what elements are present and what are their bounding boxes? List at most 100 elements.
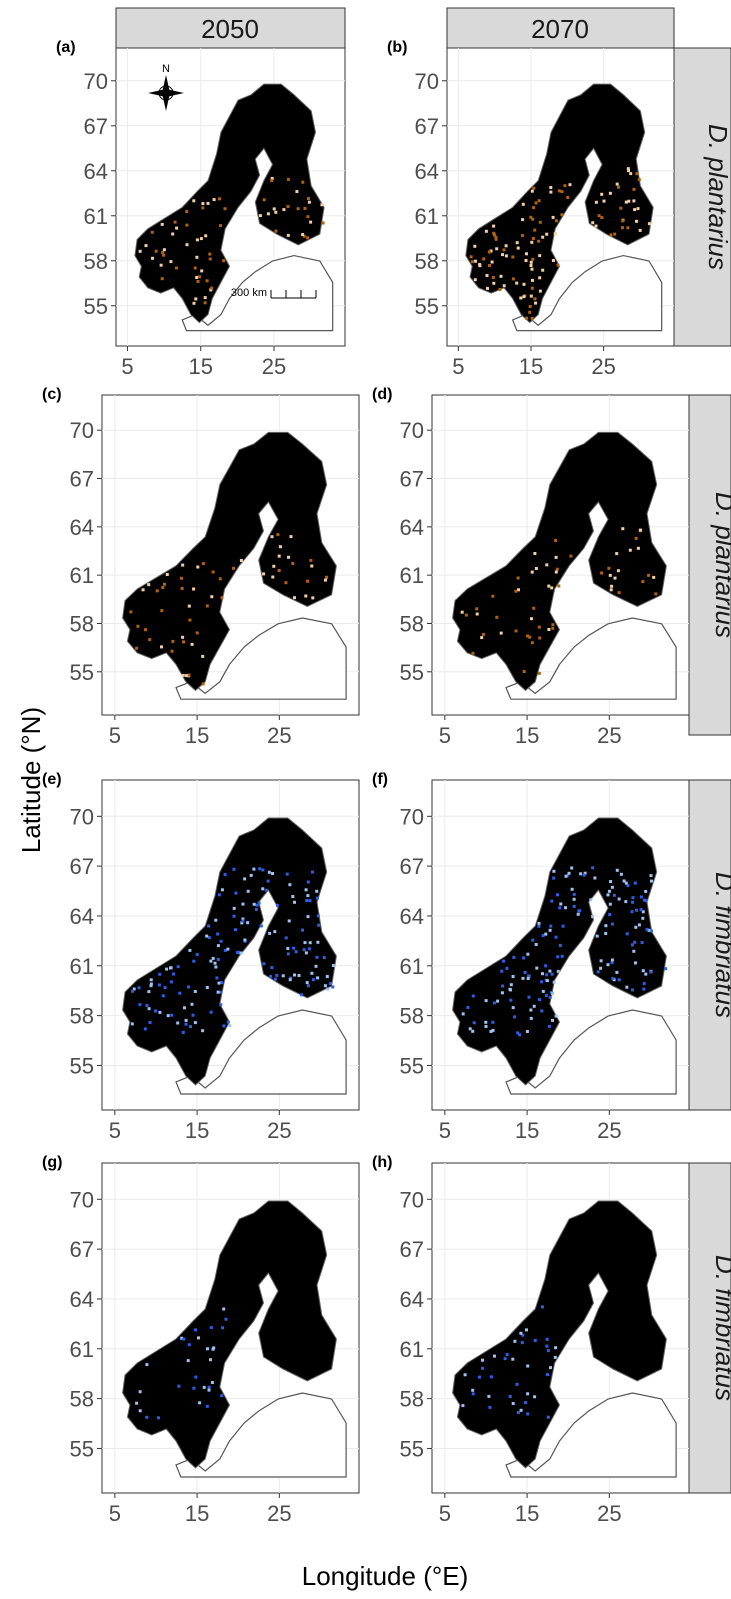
panel-tag: (b) — [387, 39, 407, 56]
lon-tick-label: 25 — [591, 354, 615, 379]
row-strip-2: D. plantarius — [688, 394, 731, 736]
x-axis-title: Longitude (°E) — [302, 1561, 469, 1591]
lat-tick-label: 67 — [84, 114, 108, 139]
lat-tick-label: 55 — [70, 1436, 94, 1461]
lat-tick-label: 64 — [415, 159, 439, 184]
suitability-overlay — [461, 866, 668, 1037]
panel-tag: (g) — [42, 1154, 62, 1171]
row-strip-label-3: D. fimbriatus — [710, 872, 731, 1018]
lat-tick-label: 70 — [70, 1187, 94, 1212]
lat-tick-label: 70 — [400, 804, 424, 829]
lat-tick-label: 55 — [415, 294, 439, 319]
north-arrow-icon: N — [148, 63, 184, 111]
panel-tag: (h) — [372, 1154, 392, 1171]
baltic-countries-outline — [505, 617, 677, 700]
lat-tick-label: 55 — [70, 660, 94, 685]
lat-tick-label: 55 — [400, 1053, 424, 1078]
lon-tick-label: 5 — [439, 1501, 451, 1526]
lon-tick-label: 15 — [185, 1118, 209, 1143]
lon-tick-label: 5 — [121, 354, 133, 379]
lon-tick-label: 25 — [267, 1118, 291, 1143]
lat-tick-label: 55 — [70, 1053, 94, 1078]
baltic-countries-outline — [175, 1009, 347, 1095]
panel-tag: (d) — [372, 386, 392, 403]
lon-tick-label: 15 — [515, 1118, 539, 1143]
lat-tick-label: 61 — [70, 1337, 94, 1362]
scandinavia-landmass — [465, 83, 654, 324]
lat-tick-label: 64 — [70, 515, 94, 540]
lat-tick-label: 58 — [400, 1004, 424, 1029]
scandinavia-landmass — [452, 431, 667, 692]
scandinavia-landmass — [122, 431, 337, 692]
suitability-overlay — [460, 527, 658, 675]
lat-tick-label: 58 — [400, 1387, 424, 1412]
lat-tick-label: 70 — [400, 418, 424, 443]
lat-tick-label: 67 — [400, 467, 424, 492]
lon-tick-label: 25 — [267, 723, 291, 748]
y-axis-title: Latitude (°N) — [16, 707, 46, 853]
row-strip-1: D. plantarius — [673, 47, 731, 347]
lat-tick-label: 64 — [400, 1287, 424, 1312]
row-strip-label-4: D. fimbriatus — [710, 1255, 731, 1401]
suitability-overlay — [130, 867, 335, 1034]
lat-tick-label: 61 — [400, 954, 424, 979]
lat-tick-label: 61 — [400, 563, 424, 588]
scale-bar: 300 km — [231, 287, 317, 299]
column-strip-2070: 2070 — [446, 7, 675, 49]
lat-tick-label: 70 — [70, 418, 94, 443]
lon-tick-label: 15 — [515, 723, 539, 748]
lon-tick-label: 15 — [515, 1501, 539, 1526]
lat-tick-label: 58 — [70, 1004, 94, 1029]
lat-tick-label: 61 — [84, 204, 108, 229]
lon-tick-label: 25 — [262, 354, 286, 379]
baltic-countries-outline — [175, 617, 347, 700]
lon-tick-label: 5 — [109, 1118, 121, 1143]
suitability-overlay — [461, 1305, 558, 1419]
lat-tick-label: 64 — [70, 1287, 94, 1312]
strip-label-2050: 2050 — [201, 14, 259, 44]
lat-tick-label: 61 — [70, 954, 94, 979]
lon-tick-label: 15 — [185, 1501, 209, 1526]
lat-tick-label: 67 — [400, 854, 424, 879]
lat-tick-label: 70 — [84, 69, 108, 94]
scandinavia-landmass — [122, 817, 337, 1086]
strip-label-2070: 2070 — [531, 14, 589, 44]
lat-tick-label: 67 — [70, 467, 94, 492]
row-strip-label-2: D. plantarius — [710, 492, 731, 638]
suitability-overlay — [138, 176, 325, 305]
lat-tick-label: 64 — [400, 904, 424, 929]
lat-tick-label: 67 — [415, 114, 439, 139]
suitability-overlay — [129, 533, 329, 686]
row-strip-3: D. fimbriatus — [688, 779, 731, 1111]
suitability-overlay — [469, 167, 651, 320]
lat-tick-label: 67 — [70, 1237, 94, 1262]
lat-tick-label: 58 — [84, 249, 108, 274]
panel-tag: (a) — [56, 39, 76, 56]
lat-tick-label: 61 — [70, 563, 94, 588]
column-strip-2050: 2050 — [115, 7, 346, 49]
lat-tick-label: 70 — [400, 1187, 424, 1212]
panel-tag: (c) — [42, 386, 62, 403]
baltic-countries-outline — [175, 1392, 347, 1478]
lat-tick-label: 67 — [400, 1237, 424, 1262]
lon-tick-label: 15 — [188, 354, 212, 379]
baltic-countries-outline — [181, 254, 334, 332]
lon-tick-label: 5 — [452, 354, 464, 379]
scandinavia-landmass — [452, 817, 667, 1086]
scale-bar-label: 300 km — [231, 287, 267, 299]
scandinavia-landmass — [452, 1200, 667, 1469]
lat-tick-label: 55 — [400, 660, 424, 685]
baltic-countries-outline — [505, 1009, 677, 1095]
lon-tick-label: 15 — [519, 354, 543, 379]
lon-tick-label: 15 — [185, 723, 209, 748]
lon-tick-label: 5 — [109, 1501, 121, 1526]
